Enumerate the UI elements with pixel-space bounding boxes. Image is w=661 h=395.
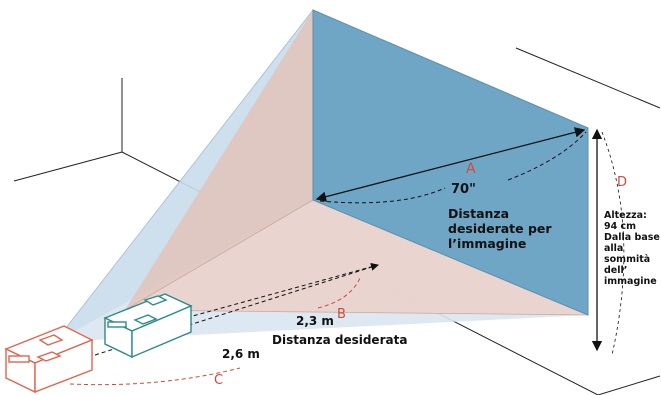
height-label: Altezza: 94 cm Dalla base alla sommità d… bbox=[604, 210, 660, 287]
angle-arc bbox=[319, 187, 446, 204]
angle-label: 70" bbox=[451, 182, 476, 197]
near-distance-arrow bbox=[159, 263, 379, 326]
desired-distance-label: Distanza desiderata bbox=[272, 333, 407, 347]
height-arc bbox=[601, 131, 625, 356]
label-c: C bbox=[214, 373, 223, 388]
diagonal-arrow bbox=[315, 127, 586, 202]
height-line-1: Altezza: bbox=[604, 210, 647, 221]
far-distance-label: 2,6 m bbox=[222, 347, 260, 361]
c-arc bbox=[69, 367, 241, 386]
near-projector bbox=[103, 293, 193, 359]
label-a: A bbox=[466, 161, 476, 177]
desired-image-distance-line-2: desiderate per bbox=[448, 221, 552, 236]
far-projector bbox=[4, 325, 94, 394]
height-line-7: immagine bbox=[604, 276, 657, 287]
near-distance-label: 2,3 m bbox=[296, 314, 334, 328]
height-line-3: Dalla base bbox=[604, 232, 660, 243]
height-line-5: sommità bbox=[604, 254, 650, 265]
near-projection-beam bbox=[54, 9, 589, 343]
angle-arc-2 bbox=[507, 131, 587, 181]
desired-image-distance-line-3: l’immagine bbox=[448, 236, 526, 251]
b-arc bbox=[317, 277, 361, 309]
height-line-6: dell’ bbox=[604, 265, 627, 276]
label-d: D bbox=[617, 175, 627, 190]
desired-image-distance-line-1: Distanza bbox=[448, 206, 509, 221]
height-line-4: alla bbox=[604, 243, 623, 254]
label-b: B bbox=[337, 307, 346, 322]
height-line-2: 94 cm bbox=[604, 221, 636, 232]
